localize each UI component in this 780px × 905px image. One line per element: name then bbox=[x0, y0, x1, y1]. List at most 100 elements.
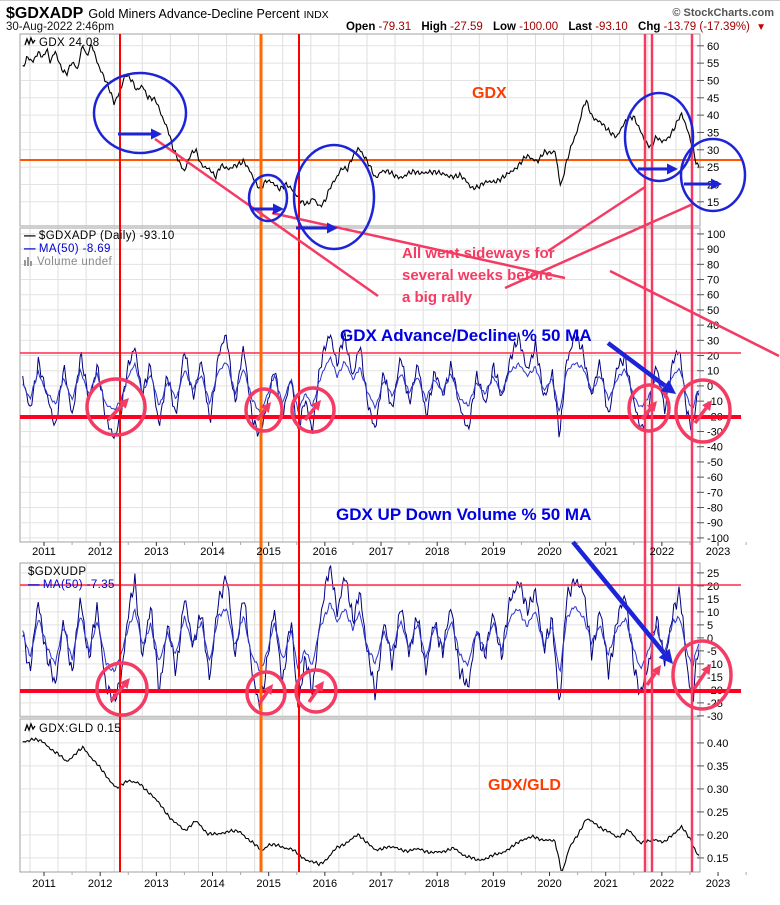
gdx-annotation-label: GDX bbox=[472, 85, 507, 102]
svg-text:-10: -10 bbox=[707, 659, 723, 671]
x-axis-bottom: 2011 2012 2013 2014 2015 2016 2017 2018 2019 2020… bbox=[0, 878, 780, 893]
x-tick-label: 2016 bbox=[312, 878, 338, 890]
ratio-legend-label: GDX:GLD 0.15 bbox=[39, 723, 122, 735]
x-tick-label: 2012 bbox=[87, 878, 113, 890]
note-line-3: a big rally bbox=[402, 289, 473, 306]
svg-text:0.40: 0.40 bbox=[707, 738, 728, 750]
low-value: -100.00 bbox=[519, 21, 559, 33]
ad-ma-annotation-label: GDX Advance/Decline % 50 MA bbox=[340, 326, 592, 345]
ma-dash: — bbox=[28, 579, 40, 591]
stockcharts-watermark: © StockCharts.com bbox=[672, 7, 774, 19]
chg-label: Chg bbox=[638, 21, 661, 33]
x-tick-label: 2011 bbox=[32, 546, 56, 558]
udp-series-label: $GDXUDP bbox=[28, 566, 87, 578]
ohlc-quote: Open -79.31 High -27.59 Low -100.00 Last… bbox=[339, 21, 766, 33]
ratio-annotation-label: GDX/GLD bbox=[488, 777, 561, 794]
svg-text:15: 15 bbox=[707, 197, 719, 209]
note-line-2: several weeks before bbox=[402, 267, 553, 284]
sideways-note: All went sideways for several weeks befo… bbox=[402, 243, 555, 309]
exchange-label: INDX bbox=[303, 9, 329, 21]
svg-text:20: 20 bbox=[707, 581, 719, 593]
udp-ma-label: MA(50) -7.35 bbox=[42, 579, 115, 591]
svg-text:50: 50 bbox=[707, 305, 719, 317]
svg-text:45: 45 bbox=[707, 93, 719, 105]
x-tick-label: 2016 bbox=[312, 546, 338, 558]
x-tick-label: 2021 bbox=[593, 546, 618, 558]
x-tick-label: 2019 bbox=[481, 878, 506, 890]
last-label: Last bbox=[568, 21, 593, 33]
x-tick-label: 2020 bbox=[537, 546, 562, 558]
svg-text:0.30: 0.30 bbox=[707, 784, 728, 796]
down-arrow-icon: ▼ bbox=[756, 22, 766, 33]
svg-text:15: 15 bbox=[707, 594, 719, 606]
svg-text:5: 5 bbox=[707, 620, 713, 632]
svg-text:-30: -30 bbox=[707, 711, 723, 723]
svg-text:0.20: 0.20 bbox=[707, 830, 728, 842]
svg-text:40: 40 bbox=[707, 110, 719, 122]
x-tick-label: 2021 bbox=[593, 878, 618, 890]
ratio-panel-legend: GDX:GLD 0.15 bbox=[24, 722, 122, 737]
x-tick-label: 2013 bbox=[144, 546, 169, 558]
svg-text:0.15: 0.15 bbox=[707, 853, 728, 865]
gdx-panel-legend: GDX 24.08 bbox=[24, 36, 100, 51]
low-label: Low bbox=[492, 21, 516, 33]
datetime-label: 30-Aug-2022 2:46pm bbox=[6, 21, 115, 33]
x-tick-label: 2023 bbox=[705, 546, 731, 558]
symbol-label: $GDXADP bbox=[6, 5, 84, 22]
svg-text:90: 90 bbox=[707, 244, 719, 256]
svg-text:60: 60 bbox=[707, 41, 719, 53]
x-tick-label: 2017 bbox=[368, 878, 394, 890]
x-tick-label: 2015 bbox=[256, 546, 281, 558]
note-line-1: All went sideways for bbox=[402, 245, 555, 262]
svg-text:30: 30 bbox=[707, 335, 719, 347]
quote-row: 30-Aug-2022 2:46pm Open -79.31 High -27.… bbox=[6, 21, 774, 34]
open-value: -79.31 bbox=[378, 21, 412, 33]
volume-label: Volume undef bbox=[37, 256, 113, 268]
svg-text:-40: -40 bbox=[707, 442, 723, 454]
udp-ma-annotation-label: GDX UP Down Volume % 50 MA bbox=[336, 505, 592, 524]
svg-text:80: 80 bbox=[707, 259, 719, 271]
svg-text:35: 35 bbox=[707, 127, 719, 139]
chart-icon bbox=[24, 722, 36, 737]
open-label: Open bbox=[345, 21, 376, 33]
svg-text:0.35: 0.35 bbox=[707, 761, 728, 773]
svg-text:-90: -90 bbox=[707, 518, 723, 530]
x-tick-label: 2018 bbox=[424, 878, 450, 890]
svg-text:10: 10 bbox=[707, 607, 719, 619]
chart-icon bbox=[24, 36, 36, 51]
high-label: High bbox=[421, 21, 447, 33]
svg-text:-15: -15 bbox=[707, 672, 723, 684]
volume-bars-icon bbox=[24, 256, 34, 270]
x-tick-label: 2023 bbox=[705, 878, 731, 890]
ma-dash: — bbox=[24, 243, 36, 255]
series-dash: — bbox=[24, 230, 36, 242]
svg-text:60: 60 bbox=[707, 290, 719, 302]
svg-text:-50: -50 bbox=[707, 457, 723, 469]
udp-panel-legend: $GDXUDP — MA(50) -7.35 bbox=[28, 566, 115, 592]
x-tick-label: 2011 bbox=[32, 878, 56, 890]
x-tick-label: 2013 bbox=[144, 878, 169, 890]
last-value: -93.10 bbox=[595, 21, 628, 33]
x-tick-label: 2017 bbox=[368, 546, 394, 558]
x-tick-label: 2014 bbox=[200, 878, 225, 890]
svg-text:25: 25 bbox=[707, 162, 719, 174]
x-axis-middle: 2011 2012 2013 2014 2015 2016 2017 2018 2019 2020… bbox=[0, 546, 780, 561]
svg-text:-60: -60 bbox=[707, 472, 723, 484]
svg-text:30: 30 bbox=[707, 145, 719, 157]
svg-text:25: 25 bbox=[707, 568, 719, 580]
x-tick-label: 2018 bbox=[424, 546, 450, 558]
svg-text:100: 100 bbox=[707, 229, 725, 241]
svg-text:10: 10 bbox=[707, 366, 719, 378]
chart-header: $GDXADP Gold Miners Advance-Decline Perce… bbox=[6, 5, 774, 23]
x-tick-label: 2022 bbox=[649, 546, 675, 558]
symbol-title: Gold Miners Advance-Decline Percent bbox=[88, 7, 300, 21]
svg-text:50: 50 bbox=[707, 75, 719, 87]
x-tick-label: 2022 bbox=[649, 878, 675, 890]
svg-text:70: 70 bbox=[707, 275, 719, 287]
svg-text:-100: -100 bbox=[707, 533, 729, 545]
chg-value: -13.79 (-17.39%) bbox=[663, 21, 750, 33]
svg-text:0: 0 bbox=[707, 633, 713, 645]
svg-text:-5: -5 bbox=[707, 646, 717, 658]
svg-text:-70: -70 bbox=[707, 487, 723, 499]
